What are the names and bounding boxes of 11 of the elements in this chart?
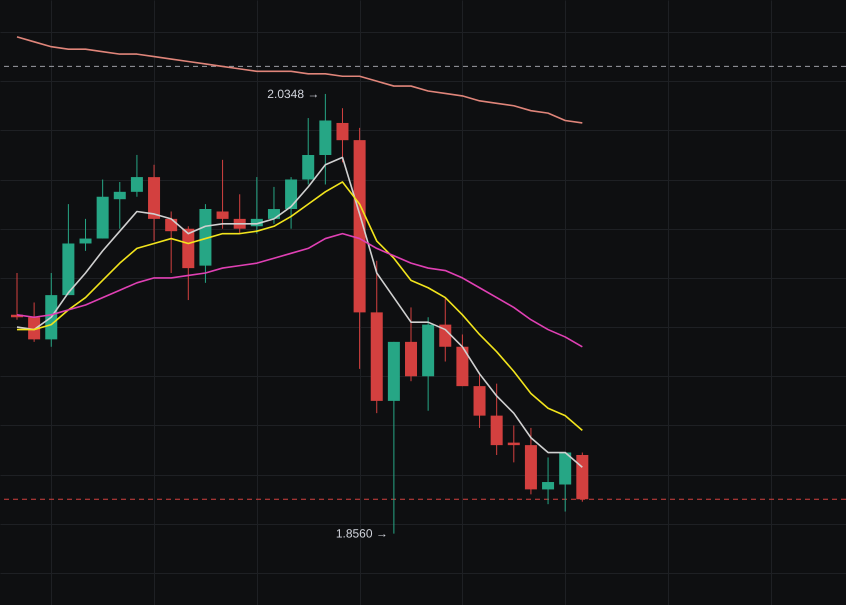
candlestick <box>542 456 554 505</box>
candlestick <box>114 181 126 230</box>
candlestick <box>508 424 520 463</box>
annotation: 1.8560 → <box>336 526 388 541</box>
candlestick <box>130 154 143 198</box>
candlestick <box>80 218 92 252</box>
candlestick <box>336 108 348 163</box>
candlestick <box>216 159 229 230</box>
annotation: 2.0348 → <box>267 86 320 101</box>
candlestick <box>439 297 452 362</box>
candlestick <box>268 186 280 224</box>
